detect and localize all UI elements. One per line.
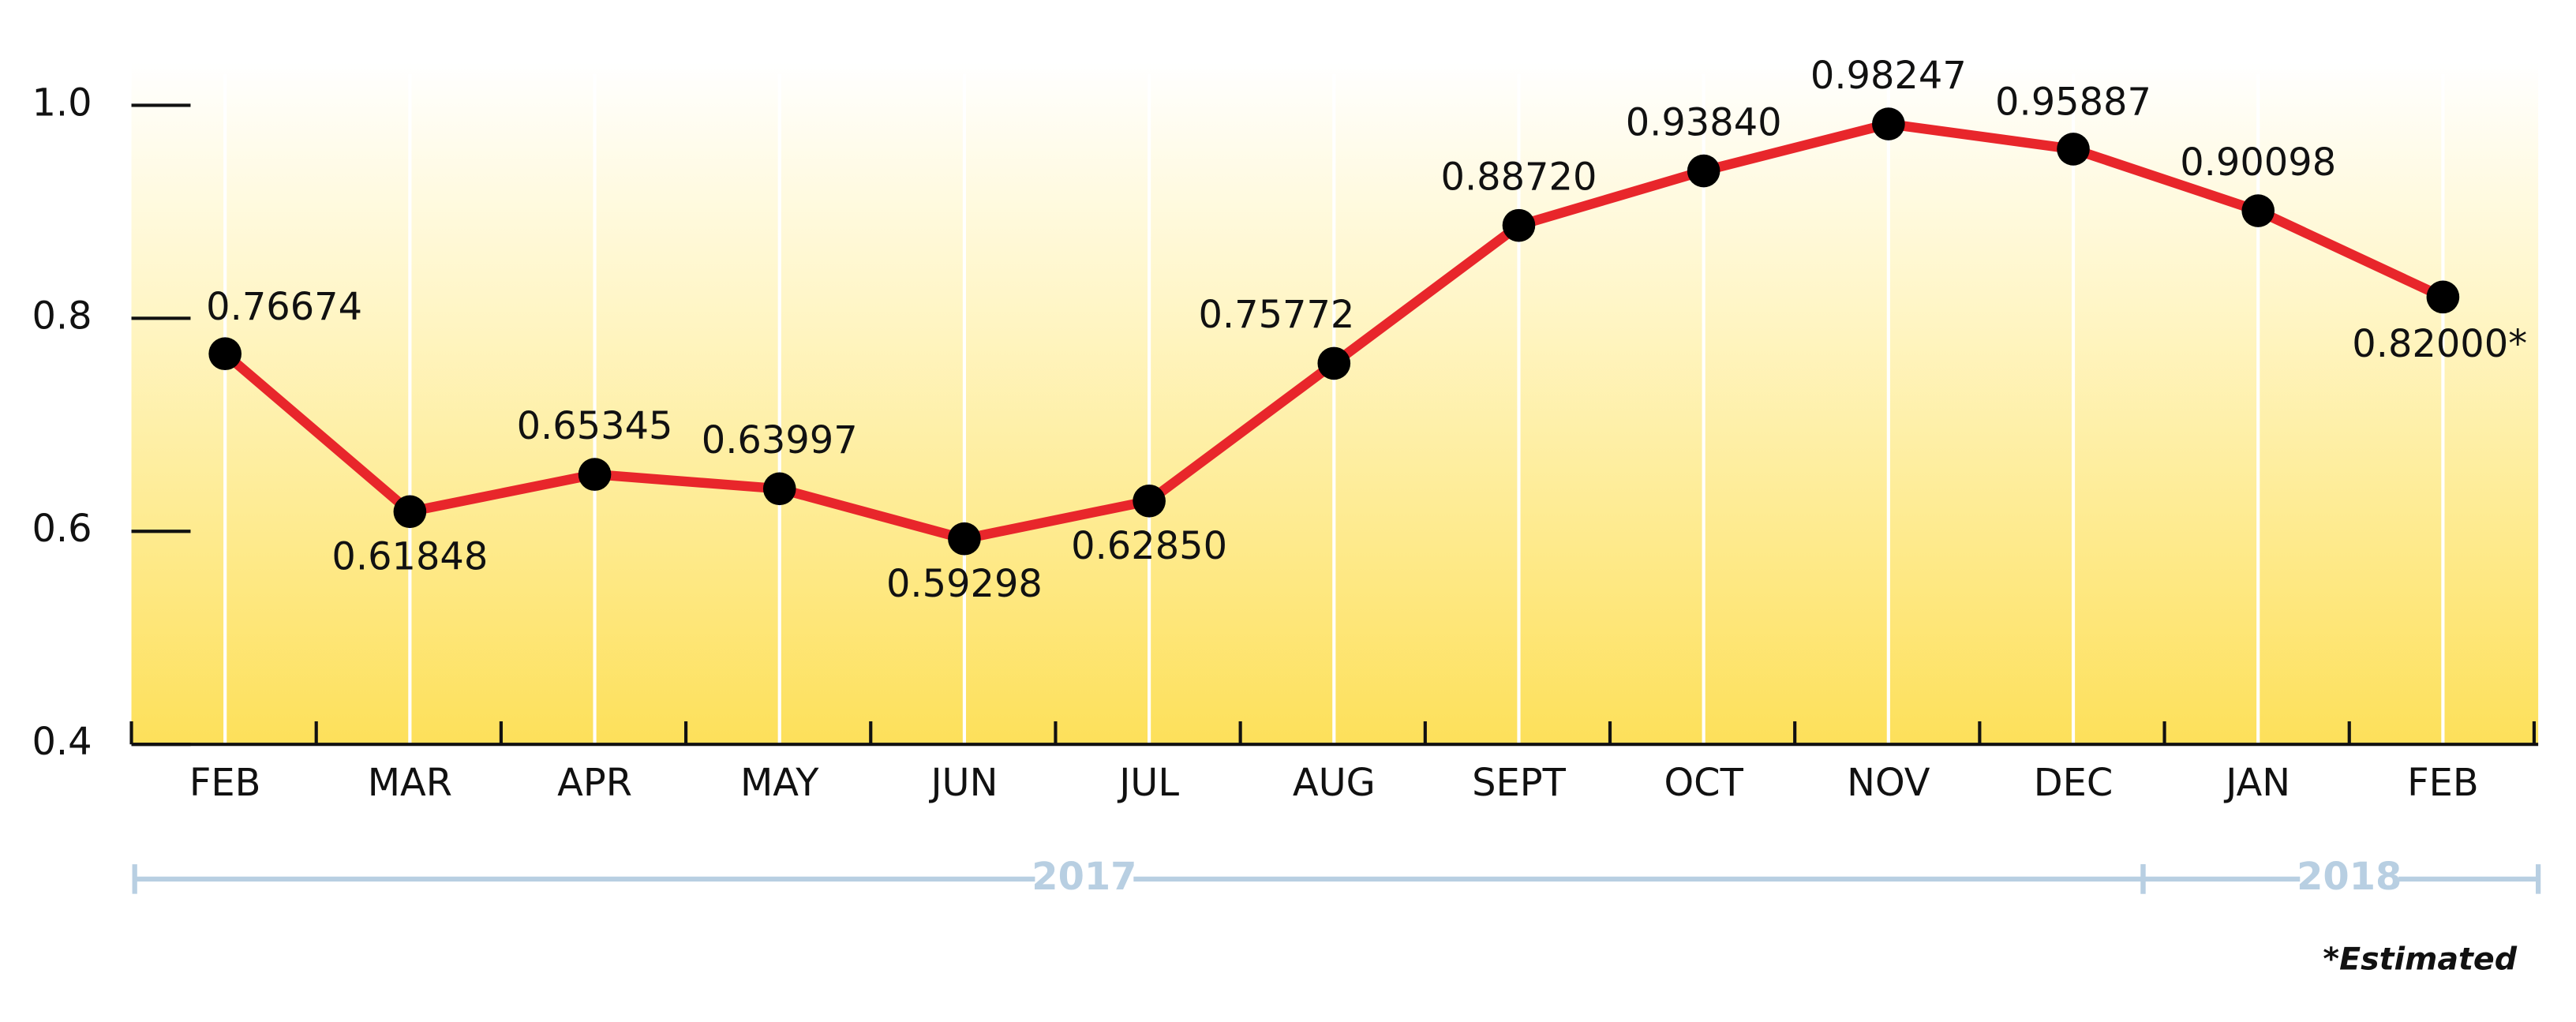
x-tick-label: DEC — [2034, 762, 2114, 805]
data-label: 0.61848 — [331, 536, 488, 579]
x-tick-label: JUN — [928, 762, 998, 805]
footnote: *Estimated — [2323, 941, 2517, 977]
y-tick-label: 0.8 — [32, 294, 92, 338]
data-point — [1317, 346, 1351, 380]
data-point — [1133, 484, 1166, 518]
data-point — [948, 522, 981, 556]
x-tick-label: SEPT — [1472, 762, 1566, 805]
x-tick-label: JUL — [1117, 762, 1179, 805]
data-label: 0.63997 — [702, 419, 858, 462]
y-tick-label: 1.0 — [32, 81, 92, 125]
data-label: 0.90098 — [2180, 141, 2336, 185]
x-tick-label: MAY — [740, 762, 819, 805]
x-tick-label: NOV — [1847, 762, 1930, 805]
data-point — [2241, 194, 2275, 227]
year-label: 2017 — [1032, 855, 1136, 899]
data-label: 0.65345 — [517, 405, 673, 448]
x-tick-label: APR — [557, 762, 632, 805]
data-point — [208, 337, 242, 371]
data-point — [1687, 154, 1720, 188]
data-label: 0.98247 — [1810, 54, 1967, 98]
y-tick-label: 0.6 — [32, 507, 92, 551]
x-tick-label: OCT — [1664, 762, 1743, 805]
data-point — [2426, 280, 2460, 314]
data-point — [1872, 107, 1905, 140]
data-label: 0.62850 — [1071, 525, 1227, 568]
data-point — [762, 472, 796, 506]
data-label: 0.88720 — [1441, 155, 1597, 199]
data-label: 0.75772 — [1198, 294, 1354, 337]
x-tick-label: FEB — [189, 762, 261, 805]
y-tick-label: 0.4 — [32, 721, 92, 764]
data-point — [1502, 208, 1536, 242]
x-tick-label: FEB — [2407, 762, 2479, 805]
x-tick-label: AUG — [1293, 762, 1376, 805]
data-label: 0.93840 — [1626, 101, 1782, 144]
year-label: 2018 — [2297, 855, 2402, 899]
data-label: 0.95887 — [1995, 81, 2151, 125]
data-label: 0.76674 — [206, 286, 362, 329]
data-point — [393, 495, 427, 529]
data-point — [578, 458, 612, 491]
x-tick-label: MAR — [368, 762, 452, 805]
data-point — [2057, 133, 2090, 166]
data-label: 0.59298 — [886, 563, 1043, 606]
data-label: 0.82000* — [2352, 323, 2527, 366]
x-tick-label: JAN — [2223, 762, 2290, 805]
